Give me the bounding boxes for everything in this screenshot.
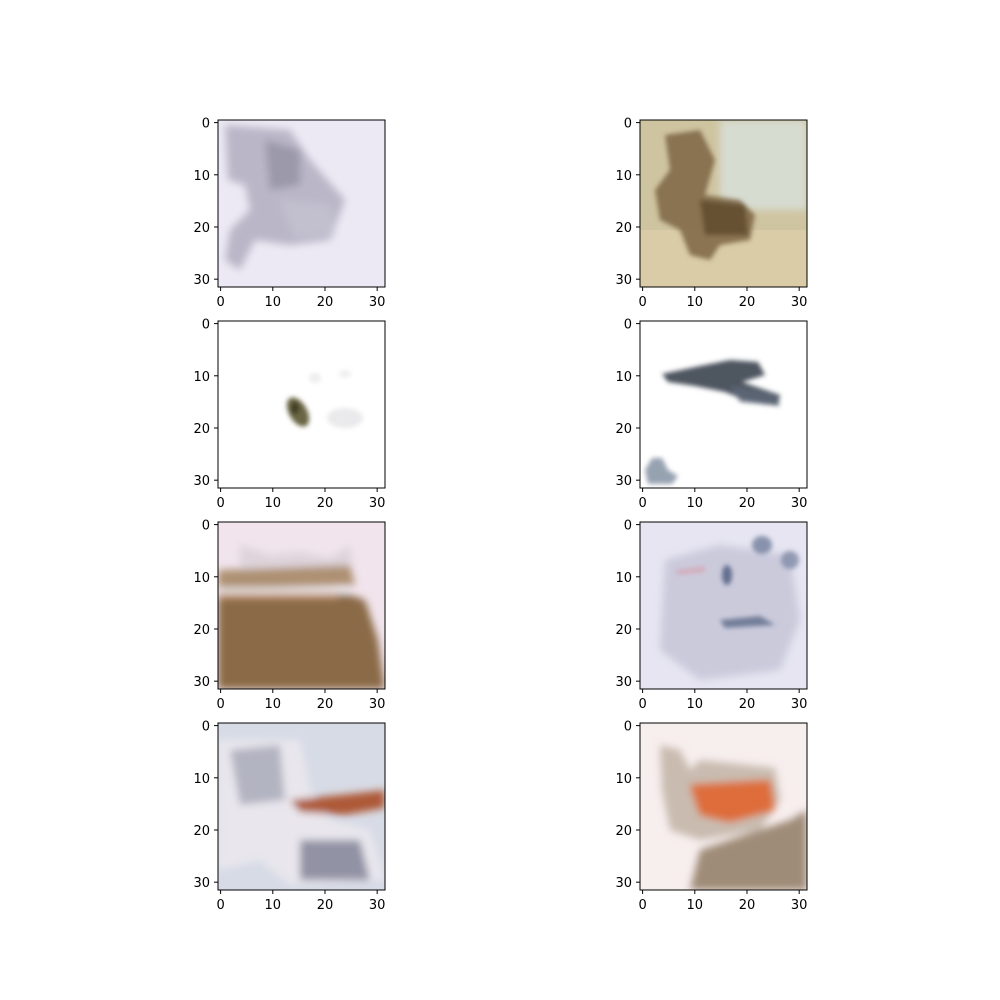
y-tick-label: 10 [193,571,210,586]
axes-frame [217,320,386,489]
generated-image-6 [640,522,807,689]
axes-6: 0 0 10 10 20 20 30 30 [615,519,808,712]
y-tick-label: 20 [615,824,632,839]
axes-frame [217,722,386,891]
y-tick-label: 30 [193,876,210,891]
axes-1: 0 0 10 10 20 20 30 30 [193,117,386,310]
x-tick-label: 10 [265,496,282,511]
y-tick-label: 0 [624,519,632,534]
x-tick-label: 20 [317,898,334,913]
y-tick-label: 0 [202,117,210,132]
x-tick-label: 30 [791,496,808,511]
x-tick-label: 0 [638,295,646,310]
axes-7: 0 0 10 10 20 20 30 30 [193,720,386,913]
y-tick-label: 20 [193,422,210,437]
y-tick-label: 30 [615,675,632,690]
x-tick-label: 30 [369,898,386,913]
x-tick-label: 20 [739,697,756,712]
generated-image-2 [640,120,807,287]
x-tick-label: 10 [265,295,282,310]
x-tick-label: 0 [638,496,646,511]
x-tick-label: 30 [791,697,808,712]
x-tick-label: 10 [265,898,282,913]
x-tick-label: 10 [687,898,704,913]
x-tick-label: 30 [369,697,386,712]
x-tick-label: 20 [739,295,756,310]
subplot-2 [640,120,807,287]
x-tick-label: 10 [687,496,704,511]
y-tick-label: 20 [615,422,632,437]
generated-image-8 [640,723,807,890]
x-tick-label: 20 [317,697,334,712]
y-tick-label: 30 [615,273,632,288]
x-tick-label: 30 [369,496,386,511]
x-tick-label: 20 [739,898,756,913]
generated-image-5 [218,522,385,689]
subplot-3 [218,321,385,488]
x-tick-label: 0 [216,295,224,310]
subplot-7 [218,723,385,890]
x-tick-label: 0 [638,898,646,913]
y-tick-label: 10 [193,169,210,184]
axes-frame [217,521,386,690]
axes-frame [217,119,386,288]
axes-frame [639,119,808,288]
generated-image-1 [218,120,385,287]
x-tick-label: 20 [317,496,334,511]
subplot-4 [640,321,807,488]
y-tick-label: 10 [615,169,632,184]
y-tick-label: 20 [615,221,632,236]
y-tick-label: 0 [202,720,210,735]
axes-4: 0 0 10 10 20 20 30 30 [615,318,808,511]
x-tick-label: 10 [687,697,704,712]
axes-frame [639,320,808,489]
y-tick-label: 20 [615,623,632,638]
generated-image-4 [640,321,807,488]
x-tick-label: 0 [216,496,224,511]
axes-5: 0 0 10 10 20 20 30 30 [193,519,386,712]
axes-frame [639,521,808,690]
generated-image-7 [218,723,385,890]
x-tick-label: 0 [216,697,224,712]
y-tick-label: 0 [624,318,632,333]
y-tick-label: 0 [202,519,210,534]
x-tick-label: 0 [216,898,224,913]
y-tick-label: 30 [193,474,210,489]
generated-image-3 [218,321,385,488]
x-tick-label: 10 [687,295,704,310]
y-tick-label: 30 [615,876,632,891]
x-tick-label: 30 [369,295,386,310]
y-tick-label: 20 [193,824,210,839]
axes-3: 0 0 10 10 20 20 30 30 [193,318,386,511]
y-tick-label: 30 [193,273,210,288]
x-tick-label: 10 [265,697,282,712]
x-tick-label: 0 [638,697,646,712]
y-tick-label: 0 [624,117,632,132]
y-tick-label: 10 [615,772,632,787]
x-tick-label: 20 [317,295,334,310]
y-tick-label: 20 [193,221,210,236]
y-tick-label: 30 [193,675,210,690]
y-tick-label: 10 [193,772,210,787]
subplot-5 [218,522,385,689]
x-tick-label: 20 [739,496,756,511]
y-tick-label: 10 [615,370,632,385]
x-tick-label: 30 [791,295,808,310]
y-tick-label: 20 [193,623,210,638]
axes-8: 0 0 10 10 20 20 30 30 [615,720,808,913]
axes-2: 0 0 10 10 20 20 30 30 [615,117,808,310]
subplot-1 [218,120,385,287]
y-tick-label: 0 [202,318,210,333]
y-tick-label: 10 [615,571,632,586]
y-tick-label: 10 [193,370,210,385]
subplot-8 [640,723,807,890]
subplot-6 [640,522,807,689]
y-tick-label: 30 [615,474,632,489]
x-tick-label: 30 [791,898,808,913]
axes-frame [639,722,808,891]
y-tick-label: 0 [624,720,632,735]
